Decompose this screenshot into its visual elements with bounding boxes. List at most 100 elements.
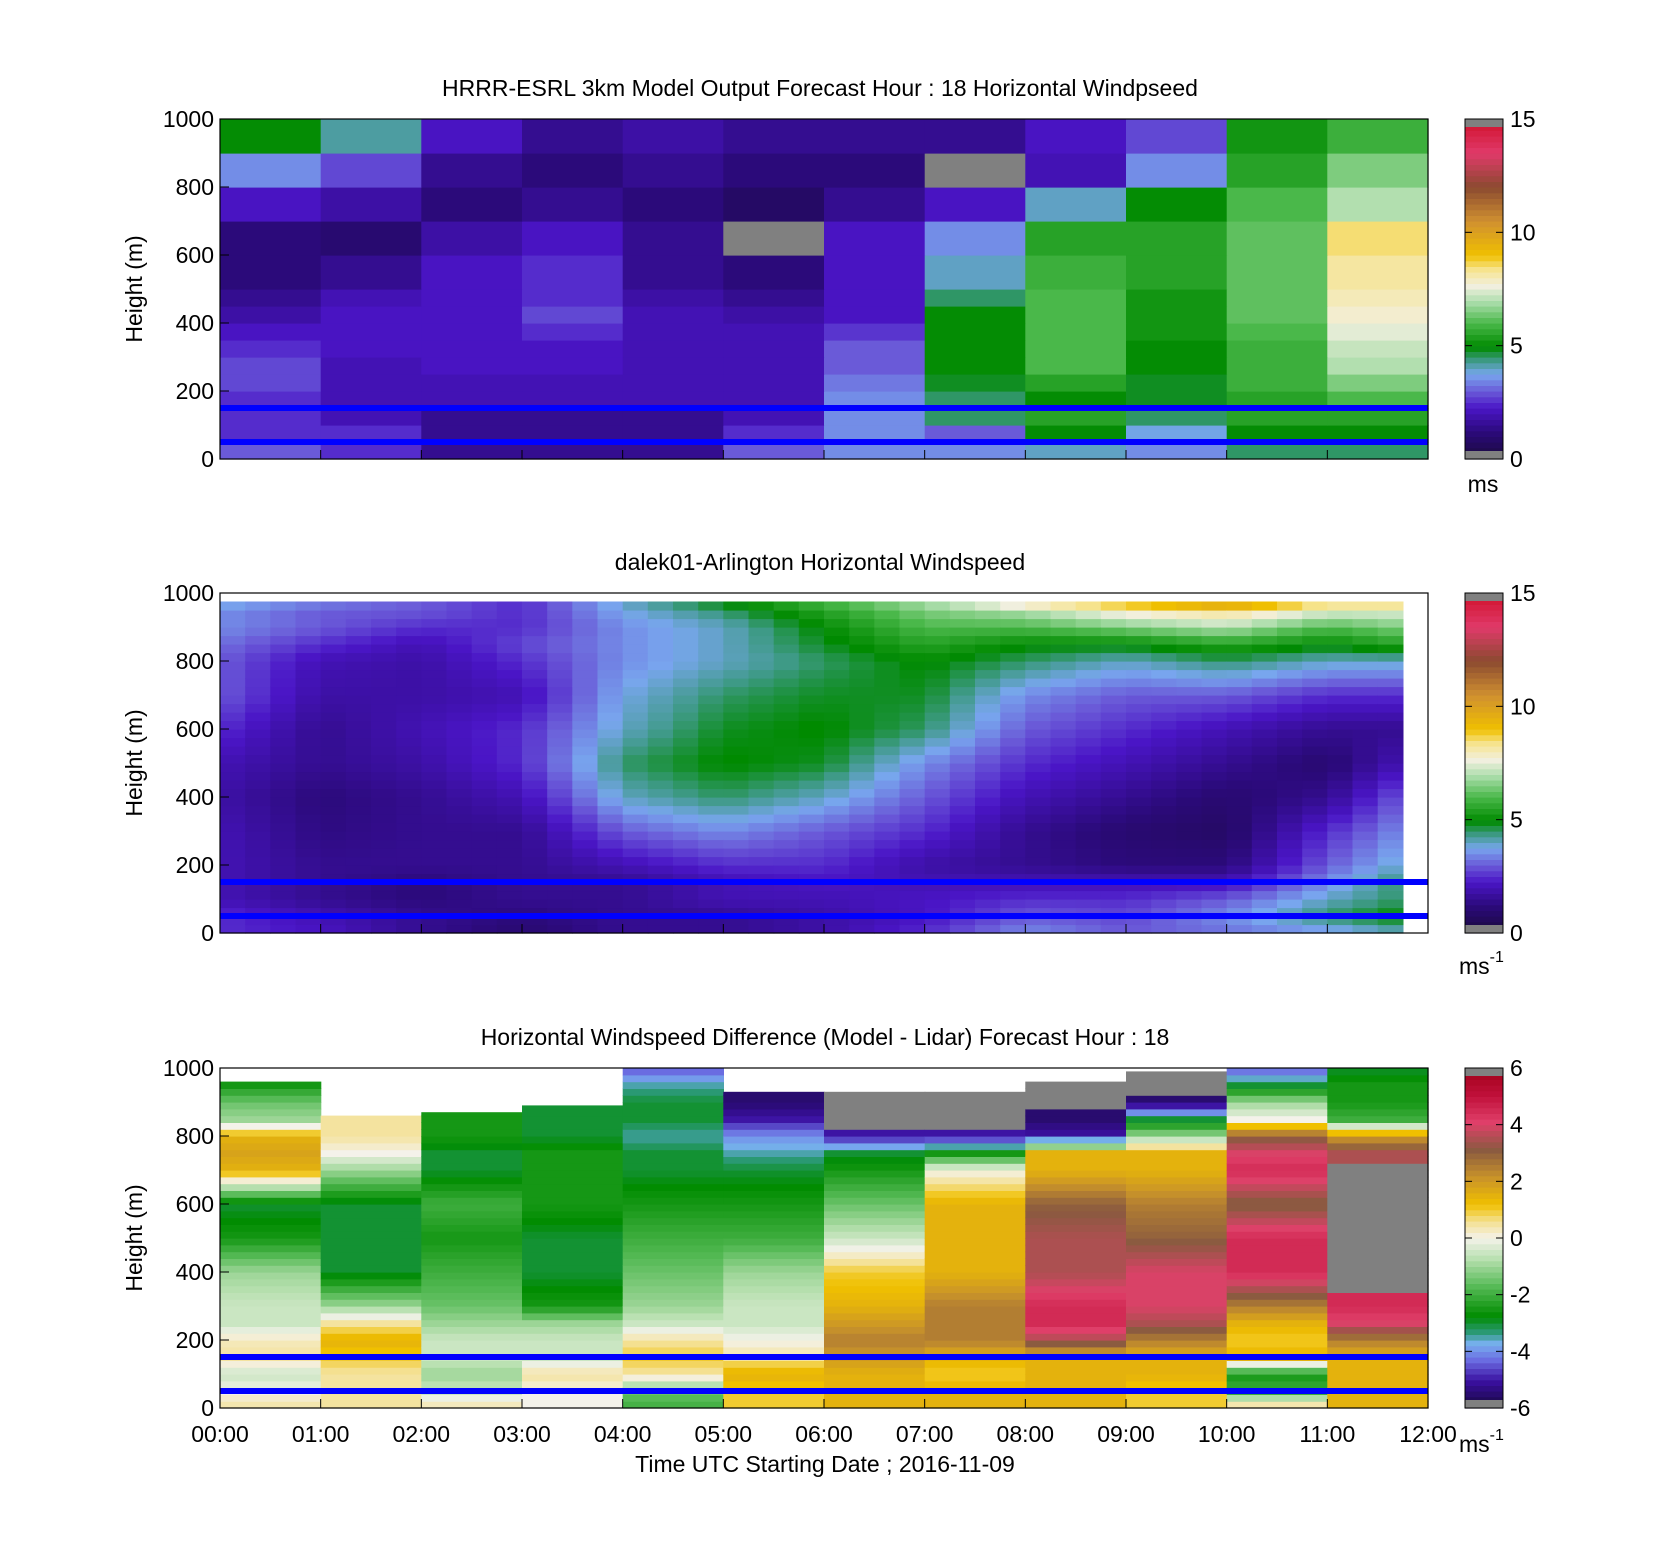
heatmap-cell <box>597 771 624 781</box>
heatmap-cell <box>1151 771 1177 781</box>
colorbar-cap-bottom <box>1465 925 1503 933</box>
heatmap-cell <box>421 703 448 713</box>
heatmap-cell <box>673 907 699 917</box>
heatmap-cell <box>824 1091 926 1096</box>
heatmap-cell <box>1201 890 1228 900</box>
heatmap-cell <box>320 729 347 739</box>
heatmap-cell <box>924 1285 1026 1293</box>
heatmap-cell <box>320 669 347 679</box>
heatmap-cell <box>245 822 271 832</box>
heatmap-cell <box>1126 323 1228 341</box>
heatmap-cell <box>673 669 699 679</box>
heatmap-cell <box>220 1251 322 1259</box>
heatmap-cell <box>899 627 926 637</box>
heatmap-cell <box>597 610 624 620</box>
heatmap-cell <box>1327 1197 1429 1205</box>
heatmap-cell <box>798 695 825 705</box>
heatmap-cell <box>924 746 951 756</box>
colorbar-segment <box>1465 615 1503 622</box>
heatmap-cell <box>1226 1326 1328 1334</box>
heatmap-cell <box>1226 1081 1328 1089</box>
heatmap-cell <box>1251 729 1278 739</box>
heatmap-cell <box>320 1142 422 1151</box>
heatmap-cell <box>1201 729 1228 739</box>
heatmap-cell <box>1277 831 1303 841</box>
heatmap-cell <box>798 720 825 730</box>
heatmap-cell <box>975 873 1001 883</box>
heatmap-cell <box>798 805 825 815</box>
heatmap-cell <box>1201 924 1228 934</box>
heatmap-cell <box>396 822 422 832</box>
heatmap-cell <box>924 1326 1026 1334</box>
heatmap-cell <box>295 695 322 705</box>
heatmap-cell <box>1226 1299 1328 1307</box>
heatmap-cell <box>798 712 825 722</box>
heatmap-cell <box>220 1244 322 1253</box>
heatmap-cell <box>924 1244 1026 1253</box>
heatmap-cell <box>1327 1346 1429 1355</box>
colorbar-segment <box>1465 1232 1503 1239</box>
heatmap-cell <box>1151 907 1177 917</box>
heatmap-cell <box>1025 1326 1127 1334</box>
heatmap-cell <box>673 737 699 747</box>
colorbar-segment <box>1465 198 1503 205</box>
colorbar-segment <box>1465 734 1503 741</box>
heatmap-cell <box>622 1129 724 1137</box>
heatmap-cell <box>220 873 246 883</box>
heatmap-cell <box>270 848 297 858</box>
heatmap-cell <box>874 669 901 679</box>
colorbar-segment <box>1465 825 1503 832</box>
heatmap-cell <box>1100 746 1127 756</box>
heatmap-cell <box>1201 610 1228 620</box>
heatmap-cell <box>371 627 397 637</box>
heatmap-cell <box>824 1176 926 1185</box>
heatmap-cell <box>748 669 775 679</box>
colorbar-segment <box>1465 876 1503 883</box>
heatmap-cell <box>320 374 422 392</box>
heatmap-cell <box>899 856 926 866</box>
colorbar-segment <box>1465 1130 1503 1137</box>
heatmap-cell <box>471 763 498 773</box>
heatmap-cell <box>1151 924 1177 934</box>
heatmap-cell <box>522 1244 624 1253</box>
heatmap-cell <box>824 1204 926 1212</box>
heatmap-cell <box>320 720 347 730</box>
heatmap-cell <box>1226 1170 1328 1178</box>
heatmap-cell <box>220 780 246 790</box>
heatmap-cell <box>220 1224 322 1232</box>
heatmap-cell <box>1226 1292 1328 1300</box>
colorbar-segment <box>1465 865 1503 872</box>
colorbar-segment <box>1465 1272 1503 1279</box>
heatmap-cell <box>622 187 724 222</box>
heatmap-cell <box>1251 831 1278 841</box>
colorbar-segment <box>1465 306 1503 313</box>
heatmap-cell <box>270 814 297 824</box>
heatmap-cell <box>547 686 573 696</box>
heatmap-cell <box>396 712 422 722</box>
colorbar-segment <box>1465 700 1503 707</box>
x-axis-label: Time UTC Starting Date ; 2016-11-09 <box>635 1451 1015 1477</box>
heatmap-cell <box>1327 780 1354 790</box>
panel-difference-x-ticks: 00:00 01:00 02:00 03:00 04:00 05:00 06:00 07:00… <box>191 1399 1457 1447</box>
heatmap-cell <box>597 618 624 628</box>
heatmap-cell <box>320 425 422 443</box>
heatmap-cell <box>849 788 875 798</box>
heatmap-cell <box>371 924 397 934</box>
heatmap-cell <box>1000 814 1026 824</box>
heatmap-cell <box>295 703 322 713</box>
heatmap-cell <box>1176 610 1203 620</box>
heatmap-cell <box>421 907 448 917</box>
colorbar-segment <box>1465 859 1503 866</box>
x-tick-label: 08:00 <box>997 1421 1055 1447</box>
heatmap-cell <box>874 678 901 688</box>
heatmap-cell <box>924 1292 1026 1300</box>
heatmap-cell <box>1302 899 1328 909</box>
heatmap-cell <box>1000 746 1026 756</box>
heatmap-cell <box>220 1346 322 1355</box>
heatmap-cell <box>723 221 825 256</box>
colorbar-segment <box>1465 1351 1503 1358</box>
heatmap-cell <box>849 916 875 926</box>
heatmap-cell <box>1050 712 1077 722</box>
colorbar-segment <box>1465 1294 1503 1301</box>
heatmap-cell <box>371 746 397 756</box>
